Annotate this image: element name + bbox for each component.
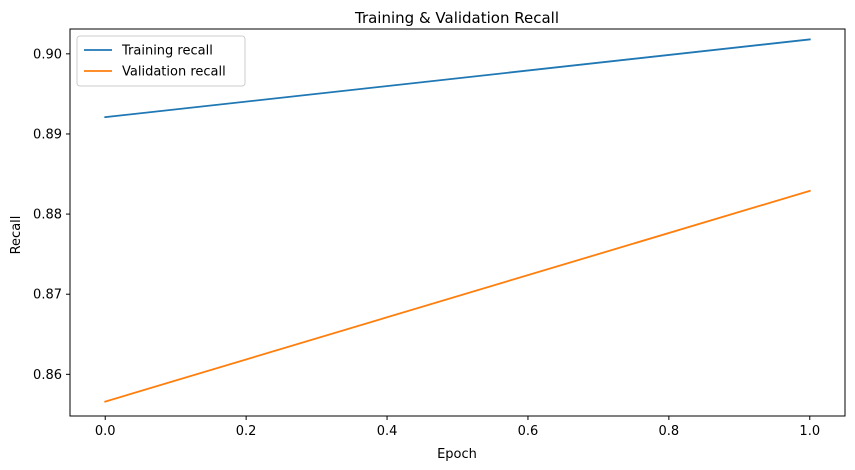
y-tick-label: 0.86 bbox=[33, 368, 62, 383]
x-tick-label: 0.0 bbox=[95, 424, 116, 439]
chart-title: Training & Validation Recall bbox=[354, 9, 559, 27]
legend-label-validation-recall: Validation recall bbox=[122, 65, 226, 80]
series-line-validation-recall bbox=[104, 189, 811, 403]
x-axis-ticks: 0.0 0.2 0.4 0.6 0.8 1.0 bbox=[95, 416, 820, 439]
y-tick-label: 0.87 bbox=[33, 288, 62, 303]
x-tick-label: 0.8 bbox=[659, 424, 680, 439]
plot-frame bbox=[69, 28, 846, 417]
x-tick-label: 1.0 bbox=[799, 424, 820, 439]
y-tick-label: 0.89 bbox=[33, 127, 62, 142]
legend-label-training-recall: Training recall bbox=[121, 44, 213, 59]
legend: Training recall Validation recall bbox=[76, 35, 246, 87]
y-tick-label: 0.90 bbox=[33, 47, 62, 62]
x-tick-label: 0.4 bbox=[377, 424, 398, 439]
y-axis-ticks: 0.86 0.87 0.88 0.89 0.90 bbox=[33, 47, 70, 383]
x-tick-label: 0.6 bbox=[518, 424, 539, 439]
series-line-training-recall bbox=[104, 38, 811, 119]
y-axis-label: Recall bbox=[9, 216, 24, 255]
legend-box bbox=[76, 35, 246, 87]
series-layer bbox=[104, 38, 811, 403]
x-axis-label: Epoch bbox=[437, 447, 477, 462]
x-tick-label: 0.2 bbox=[236, 424, 257, 439]
y-tick-label: 0.88 bbox=[33, 208, 62, 223]
plot-area bbox=[69, 28, 846, 417]
